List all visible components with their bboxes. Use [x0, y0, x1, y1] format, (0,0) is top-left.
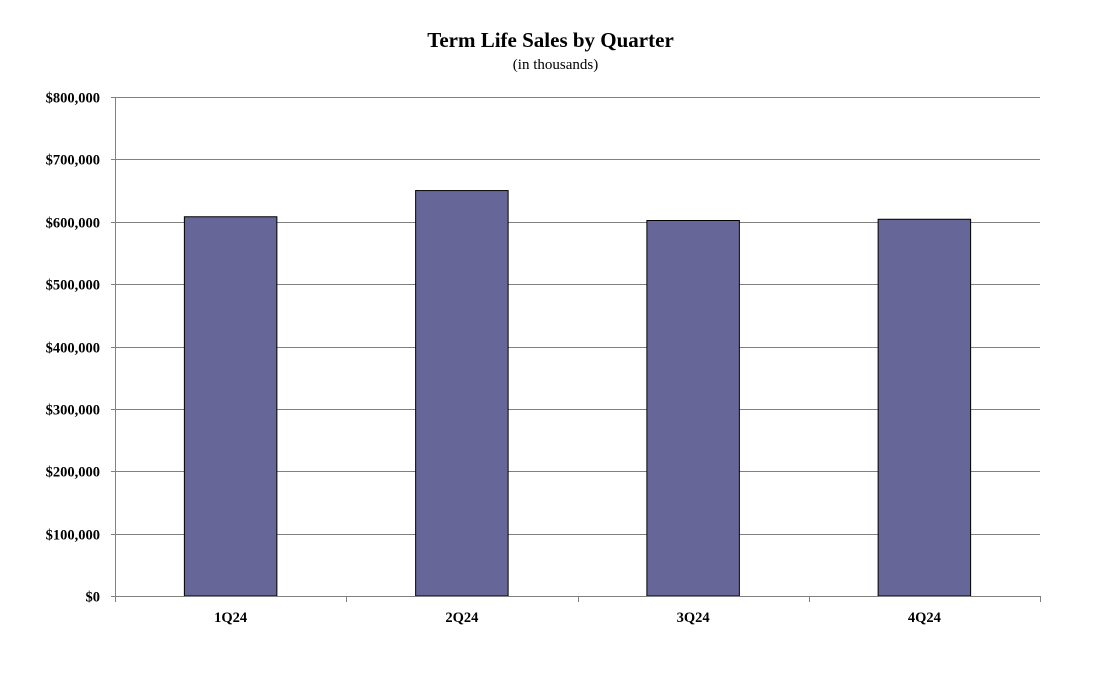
- y-tick-label: $800,000: [46, 91, 100, 107]
- bars: [183, 190, 972, 597]
- chart-title: Term Life Sales by Quarter: [427, 28, 674, 52]
- x-tick-label: 1Q24: [214, 610, 247, 626]
- x-tick-label: 3Q24: [677, 610, 710, 626]
- axes: [111, 97, 1041, 602]
- y-tick-label: $100,000: [46, 528, 100, 544]
- y-tick-label: $500,000: [46, 278, 100, 294]
- bar-3q24: [646, 220, 740, 597]
- y-tick-label: $700,000: [46, 153, 100, 169]
- y-tick-label: $0: [86, 590, 101, 606]
- y-tick-label: $200,000: [46, 465, 100, 481]
- x-tick-label: 4Q24: [908, 610, 941, 626]
- x-tick-label: 2Q24: [445, 610, 478, 626]
- y-tick-label: $600,000: [46, 216, 100, 232]
- bar-2q24: [415, 190, 509, 597]
- x-tick-labels: 1Q24 2Q24 3Q24 4Q24: [214, 610, 941, 626]
- y-tick-label: $300,000: [46, 403, 100, 419]
- y-tick-labels: $0 $100,000 $200,000 $300,000 $400,000 $500,0…: [46, 91, 100, 606]
- bar-4q24: [877, 218, 972, 597]
- bar-1q24: [183, 216, 278, 597]
- y-tick-label: $400,000: [46, 341, 100, 357]
- chart-subtitle: (in thousands): [512, 57, 599, 73]
